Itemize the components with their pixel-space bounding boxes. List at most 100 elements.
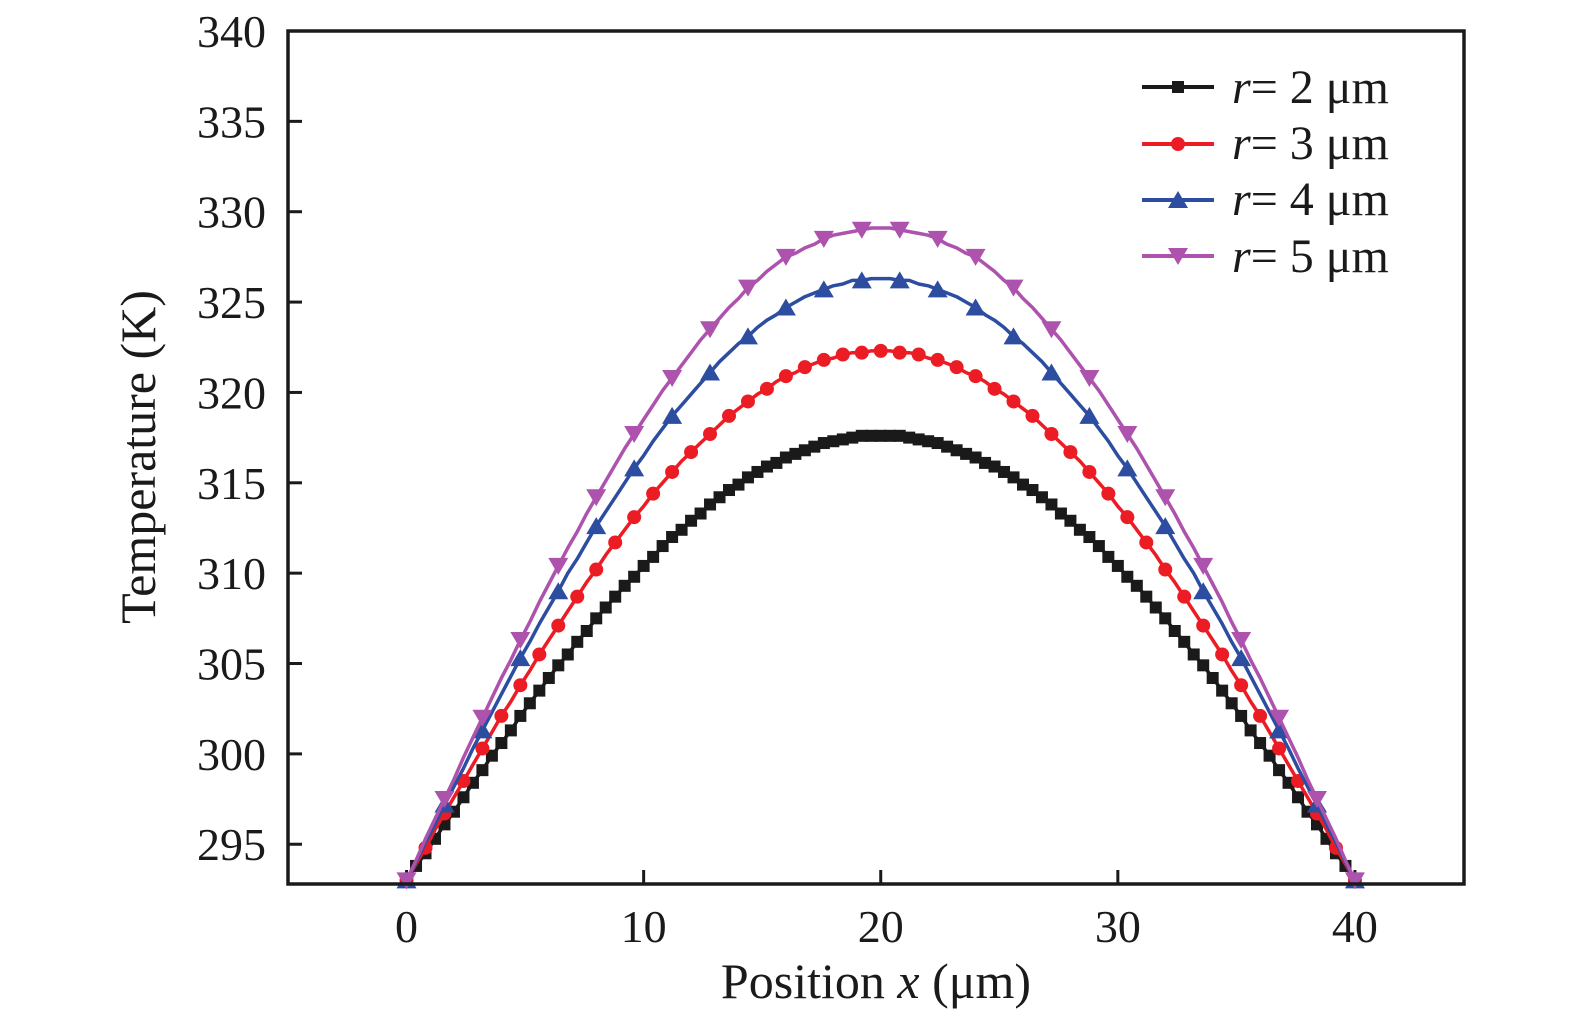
series-r-2um-marker: [713, 491, 726, 504]
series-r-3um-marker: [1196, 618, 1211, 633]
x-axis-title: Position x (μm): [288, 952, 1464, 1010]
series-r-3um-marker: [703, 427, 718, 442]
series-r-5um-marker: [1117, 426, 1138, 444]
series-r-2um-marker: [789, 447, 802, 460]
series-r-2um-marker: [656, 540, 669, 553]
series-r-3um-marker: [1006, 394, 1021, 409]
y-tick-label-340: 340: [197, 6, 266, 57]
series-r-2um-marker: [1159, 612, 1172, 625]
series-r-5um-marker: [775, 248, 796, 266]
series-r-2um-marker: [751, 465, 764, 478]
series-r-2um-marker: [979, 456, 992, 469]
series-r-2um-marker: [495, 737, 508, 750]
series-r-4um-marker: [813, 280, 834, 298]
series-r-4um-marker: [510, 649, 531, 667]
series-r-2um-marker: [1149, 601, 1162, 614]
series-r-2um-marker: [599, 601, 612, 614]
series-r-3um-marker: [1139, 535, 1154, 550]
series-r-4um-marker: [1079, 406, 1100, 424]
series-r-3um-marker: [968, 369, 983, 384]
series-r-2um-marker: [846, 431, 859, 444]
series-r-5um-marker: [586, 489, 607, 507]
series-r-2um: [400, 429, 1361, 887]
legend-entry-r-4um: r = 4 μm: [1140, 172, 1389, 228]
series-r-2um-marker: [988, 460, 1001, 473]
series-r-4um-marker: [965, 298, 986, 316]
series-r-4um-marker: [1231, 649, 1252, 667]
series-r-5um-marker: [434, 791, 455, 809]
series-r-2um-marker: [523, 697, 536, 710]
series-r-3um-marker: [1120, 510, 1135, 525]
legend-label-var: r: [1232, 117, 1251, 171]
series-r-5um-marker: [965, 248, 986, 266]
series-r-4um-marker: [624, 459, 645, 477]
series-r-4um-marker: [851, 271, 872, 289]
series-r-2um-marker: [941, 440, 954, 453]
series-r-3um-marker: [1177, 589, 1192, 604]
series-r-5um-marker: [813, 230, 834, 248]
x-tick-label-40: 40: [1332, 901, 1378, 952]
series-r-3um-marker: [1253, 708, 1268, 723]
series-r-2um-marker: [998, 465, 1011, 478]
series-r-2um-marker: [912, 433, 925, 446]
series-r-4um-marker: [1269, 721, 1290, 739]
series-r-2um-marker: [1130, 579, 1143, 592]
series-r-4um-marker: [586, 517, 607, 535]
series-r-3um-marker: [797, 360, 812, 375]
series-r-2um-marker: [1026, 484, 1039, 497]
legend-label-var: r: [1232, 60, 1251, 114]
series-r-2um-marker: [533, 684, 546, 697]
y-tick-label-325: 325: [197, 277, 266, 328]
series-r-2um-marker: [1216, 684, 1229, 697]
series-r-4um-marker: [662, 406, 683, 424]
series-r-4um-marker: [1193, 582, 1214, 600]
series-r-2um-marker: [732, 478, 745, 491]
series-r-5um-marker: [472, 709, 493, 727]
series-r-2um-marker: [884, 429, 897, 442]
series-r-2um-marker: [590, 612, 603, 625]
series-r-4um-marker: [1041, 363, 1062, 381]
series-r-2um-marker: [817, 437, 830, 450]
series-r-2um-marker: [666, 531, 679, 544]
series-r-2um-marker: [1187, 648, 1200, 661]
series-r-3um-marker: [475, 741, 490, 756]
legend-label-rest: = 4 μm: [1250, 173, 1389, 227]
series-r-3um-marker: [1063, 445, 1078, 460]
legend-entry-r-3um: r = 3 μm: [1140, 115, 1389, 171]
series-r-5um-marker: [548, 557, 569, 575]
series-r-2um-marker: [903, 431, 916, 444]
series-r-4um-marker: [927, 280, 948, 298]
y-tick-label-310: 310: [197, 548, 266, 599]
series-r-2um-marker: [1168, 624, 1181, 637]
series-r-2um-marker: [779, 451, 792, 464]
series-r-5um-marker: [1041, 321, 1062, 339]
series-r-5um-marker: [737, 279, 758, 297]
series-r-2um-marker: [808, 440, 821, 453]
x-tick-label-0: 0: [395, 901, 418, 952]
legend-label-rest: = 3 μm: [1250, 117, 1389, 171]
series-r-3um-marker: [1025, 408, 1040, 423]
series-r-5um-marker: [624, 426, 645, 444]
series-r-2um-marker: [798, 444, 811, 457]
series-r-2um-marker: [675, 523, 688, 536]
series-r-2um-marker: [704, 498, 717, 511]
series-r-3um-marker: [740, 394, 755, 409]
series-r-2um-marker: [1263, 749, 1276, 762]
series-r-5um-marker: [1344, 872, 1365, 890]
series-r-4um-marker: [1117, 459, 1138, 477]
y-tick-label-330: 330: [197, 187, 266, 238]
series-r-2um-marker: [1017, 478, 1029, 491]
series-r-3um-marker: [1234, 678, 1249, 693]
series-r-2um-marker: [485, 749, 498, 762]
series-r-3um-marker: [551, 618, 566, 633]
series-r-3um-marker: [949, 360, 964, 375]
series-r-2um-marker: [960, 447, 973, 460]
y-tick-label-305: 305: [197, 639, 266, 690]
series-r-2um-marker: [770, 456, 783, 469]
series-r-4um-line: [404, 276, 1357, 883]
y-axis-title: Temperature (K): [110, 290, 166, 624]
series-r-3um-marker: [759, 381, 774, 396]
series-r-2um-marker: [618, 579, 631, 592]
series-r-2um-marker: [865, 429, 878, 442]
